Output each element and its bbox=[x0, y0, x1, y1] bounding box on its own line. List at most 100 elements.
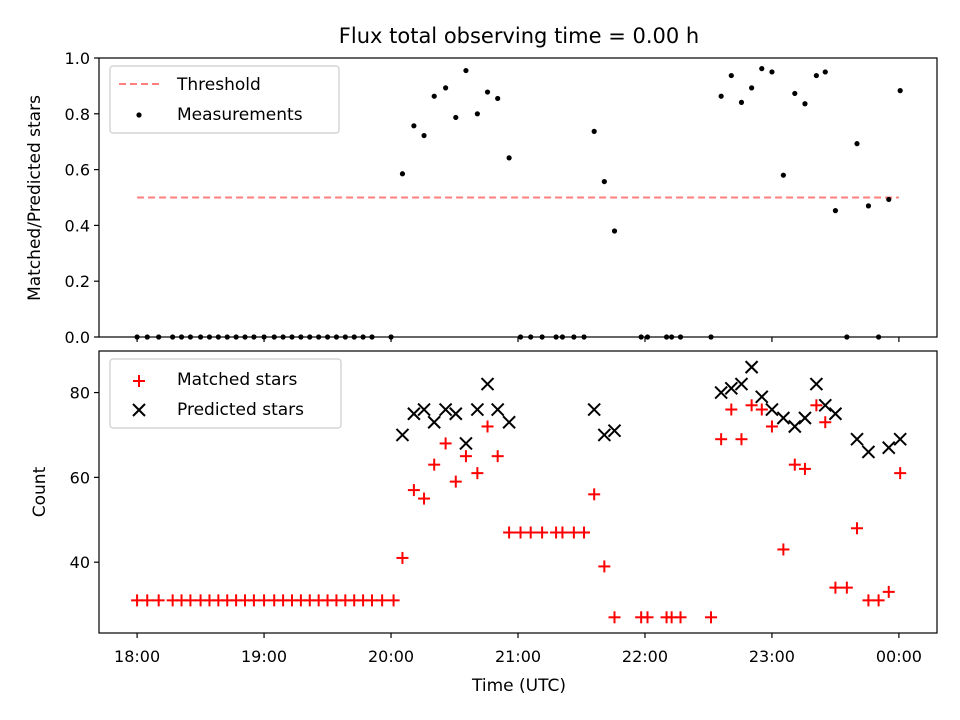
measurement-point bbox=[718, 93, 724, 99]
bottom-legend-box bbox=[109, 358, 342, 429]
matched-point bbox=[765, 420, 778, 433]
x-tick-label: 22:00 bbox=[622, 647, 668, 666]
matched-point bbox=[641, 611, 654, 624]
matched-point bbox=[819, 416, 832, 429]
measurement-point bbox=[453, 114, 459, 121]
measurement-point bbox=[854, 141, 860, 147]
predicted-point bbox=[587, 402, 601, 417]
top-y-ticks: 0.0 0.2 0.4 0.6 0.8 1.0 bbox=[65, 49, 99, 347]
measurement-point bbox=[474, 111, 480, 117]
measurement-point bbox=[421, 132, 427, 139]
matched-point bbox=[439, 437, 452, 450]
matched-point bbox=[725, 403, 738, 416]
matched-point bbox=[567, 526, 580, 539]
measurement-point bbox=[769, 69, 775, 75]
matched-point bbox=[755, 403, 768, 416]
matched-point bbox=[556, 526, 569, 539]
measurement-point bbox=[431, 93, 437, 99]
matched-point bbox=[524, 526, 537, 539]
x-tick-label: 21:00 bbox=[495, 647, 541, 666]
matched-point bbox=[578, 526, 591, 539]
predicted-point bbox=[809, 377, 824, 391]
measurement-point bbox=[506, 155, 512, 161]
matched-point bbox=[829, 581, 842, 594]
legend-matched-label: Matched stars bbox=[177, 370, 297, 390]
bottom-y-tick-label: 40 bbox=[70, 553, 90, 572]
matched-point bbox=[872, 594, 885, 607]
matched-point bbox=[777, 543, 790, 556]
measurement-point bbox=[802, 101, 808, 107]
matched-point bbox=[491, 450, 504, 463]
measurement-point bbox=[897, 88, 903, 94]
measurement-point bbox=[832, 208, 839, 214]
measurement-point bbox=[399, 171, 406, 177]
bottom-y-tick-label: 60 bbox=[70, 468, 90, 487]
x-axis-label: Time (UTC) bbox=[471, 676, 566, 696]
predicted-point bbox=[459, 436, 473, 451]
x-tick-label: 00:00 bbox=[876, 647, 922, 666]
matched-point bbox=[247, 594, 260, 607]
matched-point bbox=[862, 594, 875, 607]
bottom-panel: 40 60 80 18:00 19:00 20:00 21:00 22:00 23:00 00:… bbox=[30, 350, 938, 696]
measurement-point bbox=[411, 123, 417, 129]
matched-point bbox=[418, 492, 431, 505]
matched-point bbox=[481, 420, 494, 433]
predicted-point bbox=[765, 402, 779, 417]
predicted-point bbox=[818, 398, 832, 412]
bottom-y-axis-label: Count bbox=[30, 466, 50, 517]
measurement-point bbox=[463, 67, 469, 74]
predicted-point bbox=[724, 381, 739, 396]
bottom-y-tick-label: 80 bbox=[70, 384, 90, 403]
legend-predicted-marker bbox=[132, 403, 146, 417]
measurement-point bbox=[738, 99, 745, 105]
matched-point bbox=[745, 399, 758, 412]
top-y-axis-label: Matched/Predicted stars bbox=[25, 95, 45, 301]
matched-point bbox=[387, 594, 400, 607]
legend-measurement-marker bbox=[136, 112, 142, 118]
predicted-point bbox=[417, 402, 431, 417]
matched-point bbox=[514, 526, 527, 539]
top-panel: 0.0 0.2 0.4 0.6 0.8 1.0 Matched/Predicted sta… bbox=[25, 49, 938, 347]
chart-title: Flux total observing time = 0.00 h bbox=[339, 24, 699, 48]
matched-point bbox=[735, 433, 748, 446]
legend-matched-marker bbox=[133, 375, 145, 387]
top-y-tick-label: 1.0 bbox=[65, 49, 90, 68]
measurement-point bbox=[865, 203, 872, 209]
matched-point bbox=[471, 467, 484, 480]
top-legend-box bbox=[109, 65, 340, 134]
matched-point bbox=[882, 585, 895, 598]
top-y-tick-label: 0.4 bbox=[65, 216, 90, 235]
matched-point bbox=[715, 433, 728, 446]
x-tick-label: 19:00 bbox=[241, 647, 287, 666]
predicted-point bbox=[502, 415, 516, 429]
top-legend: Threshold Measurements bbox=[109, 65, 340, 134]
matched-point bbox=[184, 594, 197, 607]
predicted-point bbox=[828, 407, 843, 421]
bottom-legend: Matched stars Predicted stars bbox=[109, 358, 342, 429]
predicted-point bbox=[407, 407, 421, 421]
matched-point bbox=[798, 462, 811, 475]
predicted-point bbox=[427, 415, 441, 429]
measurement-point bbox=[728, 72, 734, 79]
measurement-point bbox=[611, 228, 618, 234]
top-y-tick-label: 0.6 bbox=[65, 161, 90, 180]
top-y-tick-label: 0.2 bbox=[65, 272, 90, 291]
top-y-tick-label: 0.0 bbox=[65, 328, 90, 347]
measurement-point bbox=[886, 196, 892, 203]
top-y-tick-label: 0.8 bbox=[65, 105, 90, 124]
predicted-point bbox=[480, 377, 495, 391]
matched-point bbox=[449, 475, 462, 488]
predicted-point bbox=[734, 377, 749, 391]
measurement-point bbox=[780, 172, 786, 178]
predicted-point bbox=[470, 402, 485, 417]
predicted-point bbox=[744, 360, 759, 374]
matched-point bbox=[396, 551, 409, 564]
matched-point bbox=[840, 581, 853, 594]
matched-point bbox=[503, 526, 516, 539]
measurement-point bbox=[443, 85, 449, 91]
predicted-point bbox=[449, 407, 463, 421]
measurement-point bbox=[822, 69, 828, 75]
measurement-point bbox=[601, 178, 607, 185]
top-x-ticks bbox=[136, 337, 900, 342]
